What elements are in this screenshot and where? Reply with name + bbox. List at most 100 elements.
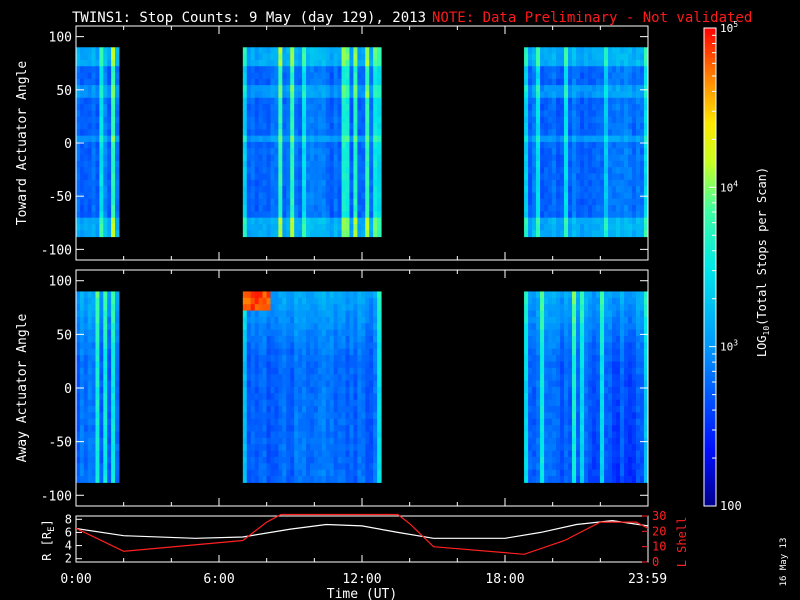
heatmap-cell [103,104,108,111]
heatmap-cell [79,431,85,439]
heatmap-cell [373,230,378,238]
heatmap-cell [604,135,609,143]
heatmap-cell [99,167,104,174]
heatmap-cell [584,297,589,305]
heatmap-cell [242,393,248,401]
heatmap-cell [258,97,264,105]
heatmap-cell [644,367,649,375]
heatmap-cell [564,129,569,137]
heatmap-cell [91,135,96,143]
heatmap-cell [345,230,350,238]
heatmap-cell [552,355,557,362]
heatmap-cell [636,123,641,130]
heatmap-cell [294,310,299,318]
heatmap-cell [640,186,645,193]
heatmap-cell [596,355,601,362]
heatmap-cell [584,186,589,193]
heatmap-cell [95,173,100,181]
heatmap-cell [76,135,81,143]
heatmap-cell [87,198,93,206]
heatmap-cell [250,173,256,181]
heatmap-cell [628,380,633,388]
heatmap-cell [99,297,104,305]
heatmap-cell [612,192,617,200]
heatmap-cell [564,173,569,181]
heatmap-cell [568,141,573,149]
heatmap-cell [329,211,335,219]
heatmap-cell [365,316,370,324]
heatmap-cell [107,179,112,187]
heatmap-cell [258,192,264,200]
heatmap-cell [612,104,617,111]
heatmap-cell [76,154,81,162]
heatmap-cell [608,223,613,231]
heatmap-cell [99,412,104,420]
heatmap-cell [254,456,260,464]
heatmap-cell [290,418,295,426]
heatmap-cell [115,211,120,219]
heatmap-cell [349,211,354,219]
heatmap-cell [337,342,343,350]
heatmap-cell [632,192,637,200]
heatmap-cell [584,329,589,337]
heatmap-cell [262,123,268,130]
heatmap-cell [604,179,609,187]
heatmap-cell [258,310,264,318]
heatmap-cell [333,386,339,394]
heatmap-cell [95,91,100,99]
heatmap-cell [298,85,303,92]
heatmap-cell [568,167,573,174]
heatmap-cell [313,336,319,343]
heatmap-cell [377,53,382,61]
heatmap-cell [258,361,264,369]
heatmap-cell [532,304,537,312]
heatmap-cell [270,323,275,331]
heatmap-cell [313,316,319,324]
heatmap-cell [329,316,335,324]
heatmap-cell [560,361,565,369]
heatmap-cell [313,386,319,394]
heatmap-cell [83,342,89,350]
heatmap-cell [540,450,545,458]
y-tick-label: 0 [64,382,72,397]
heatmap-cell [548,476,553,483]
heatmap-cell [278,160,283,168]
heatmap-cell [349,53,354,61]
heatmap-cell [616,431,621,439]
heatmap-cell [270,179,275,187]
heatmap-cell [115,135,120,143]
heatmap-cell [298,469,303,477]
heatmap-cell [357,444,362,452]
heatmap-cell [644,431,649,439]
heatmap-cell [313,297,319,305]
heatmap-cell [83,367,89,375]
heatmap-cell [600,186,605,193]
heatmap-cell [644,186,649,193]
heatmap-cell [290,192,295,200]
heatmap-cell [632,154,637,162]
heatmap-cell [302,412,307,420]
heatmap-cell [620,469,625,477]
heatmap-cell [76,374,81,382]
heatmap-cell [258,211,264,219]
heatmap-cell [357,192,362,200]
heatmap-cell [274,316,279,324]
heatmap-cell [115,47,120,55]
heatmap-cell [369,230,374,238]
heatmap-cell [107,91,112,99]
heatmap-cell [644,47,649,55]
heatmap-cell [309,316,315,324]
heatmap-cell [596,116,601,124]
heatmap-cell [337,367,343,375]
heatmap-cell [580,431,585,439]
heatmap-cell [353,323,358,331]
heatmap-cell [592,463,597,471]
heatmap-cell [576,444,581,452]
heatmap-cell [636,186,641,193]
heatmap-cell [302,167,307,174]
heatmap-cell [286,291,291,299]
heatmap-cell [95,329,100,337]
heatmap-cell [107,110,112,118]
heatmap-cell [608,304,613,312]
heatmap-cell [107,456,112,464]
